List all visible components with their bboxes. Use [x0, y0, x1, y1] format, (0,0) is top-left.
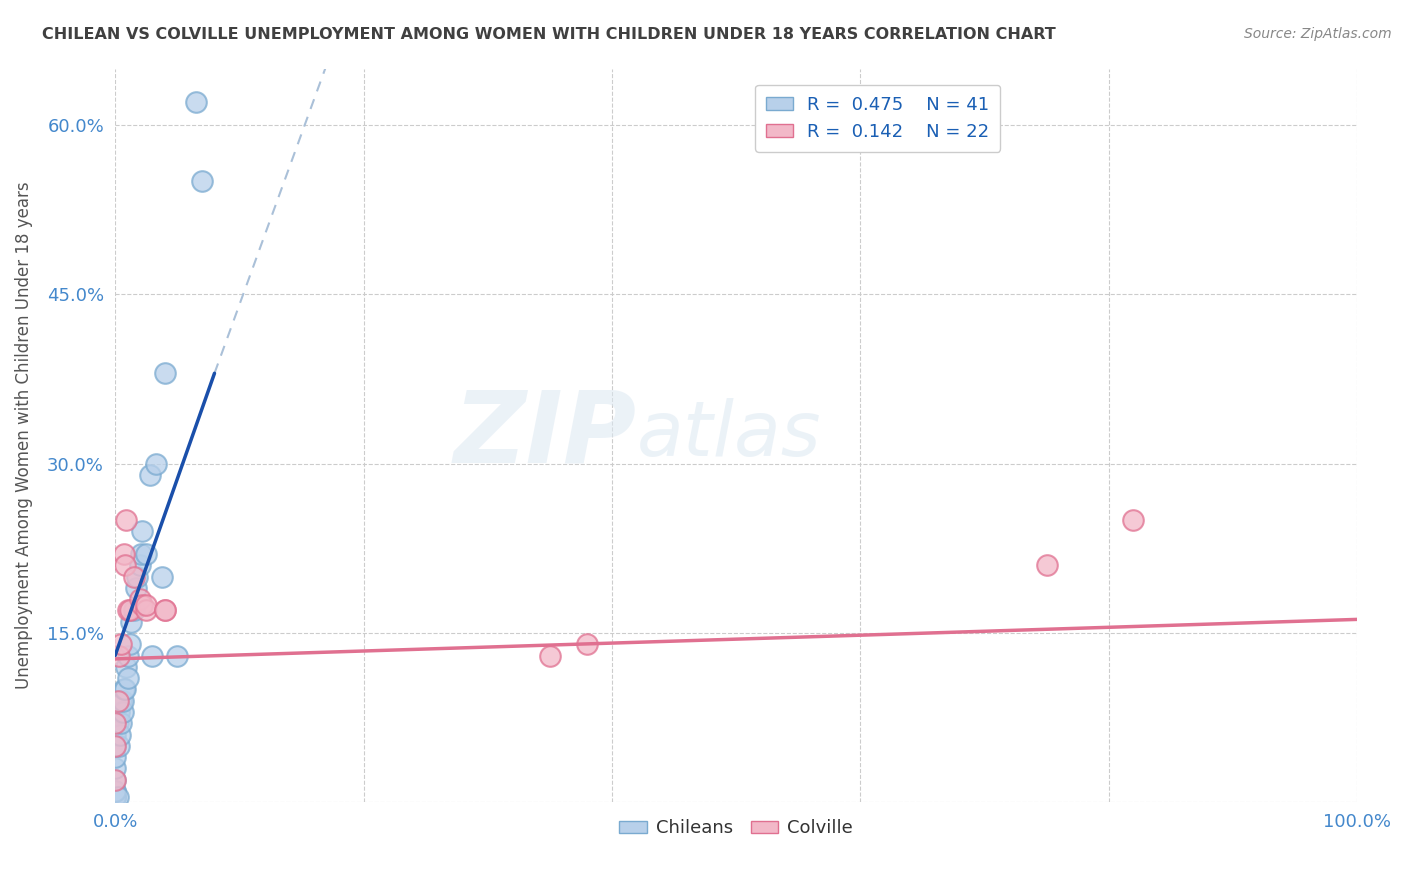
Point — [538, 648, 561, 663]
Point — [145, 457, 167, 471]
Point — [125, 581, 148, 595]
Point — [153, 603, 176, 617]
Point — [129, 592, 152, 607]
Point — [117, 671, 139, 685]
Point — [118, 637, 141, 651]
Point — [115, 513, 138, 527]
Point — [104, 727, 127, 741]
Point — [135, 598, 157, 612]
Point — [108, 727, 131, 741]
Point — [131, 524, 153, 539]
Point — [110, 637, 132, 651]
Point — [104, 739, 127, 753]
Point — [131, 598, 153, 612]
Point — [104, 739, 127, 753]
Point — [153, 367, 176, 381]
Point — [118, 603, 141, 617]
Point — [141, 648, 163, 663]
Point — [104, 789, 127, 804]
Point — [107, 716, 129, 731]
Point — [104, 784, 127, 798]
Point — [184, 95, 207, 110]
Point — [122, 603, 145, 617]
Point — [104, 789, 127, 804]
Point — [107, 789, 129, 804]
Point — [117, 648, 139, 663]
Point — [135, 547, 157, 561]
Point — [111, 705, 134, 719]
Point — [114, 558, 136, 573]
Point — [104, 761, 127, 775]
Point — [129, 558, 152, 573]
Y-axis label: Unemployment Among Women with Children Under 18 years: Unemployment Among Women with Children U… — [15, 182, 32, 690]
Point — [150, 569, 173, 583]
Point — [104, 772, 127, 787]
Point — [166, 648, 188, 663]
Point — [104, 772, 127, 787]
Point — [1035, 558, 1057, 573]
Text: Source: ZipAtlas.com: Source: ZipAtlas.com — [1244, 27, 1392, 41]
Point — [104, 750, 127, 764]
Text: ZIP: ZIP — [454, 387, 637, 483]
Point — [108, 705, 131, 719]
Point — [117, 603, 139, 617]
Point — [122, 569, 145, 583]
Point — [114, 682, 136, 697]
Point — [139, 467, 162, 482]
Point — [129, 547, 152, 561]
Point — [112, 547, 135, 561]
Point — [108, 648, 131, 663]
Text: CHILEAN VS COLVILLE UNEMPLOYMENT AMONG WOMEN WITH CHILDREN UNDER 18 YEARS CORREL: CHILEAN VS COLVILLE UNEMPLOYMENT AMONG W… — [42, 27, 1056, 42]
Point — [115, 660, 138, 674]
Point — [111, 694, 134, 708]
Point — [112, 682, 135, 697]
Point — [104, 716, 127, 731]
Point — [110, 716, 132, 731]
Point — [104, 789, 127, 804]
Point — [153, 603, 176, 617]
Text: atlas: atlas — [637, 399, 821, 473]
Point — [120, 615, 142, 629]
Point — [1122, 513, 1144, 527]
Point — [191, 174, 214, 188]
Point — [127, 569, 149, 583]
Legend: Chileans, Colville: Chileans, Colville — [612, 812, 860, 845]
Point — [107, 694, 129, 708]
Point — [576, 637, 599, 651]
Point — [110, 694, 132, 708]
Point — [104, 784, 127, 798]
Point — [135, 603, 157, 617]
Point — [108, 739, 131, 753]
